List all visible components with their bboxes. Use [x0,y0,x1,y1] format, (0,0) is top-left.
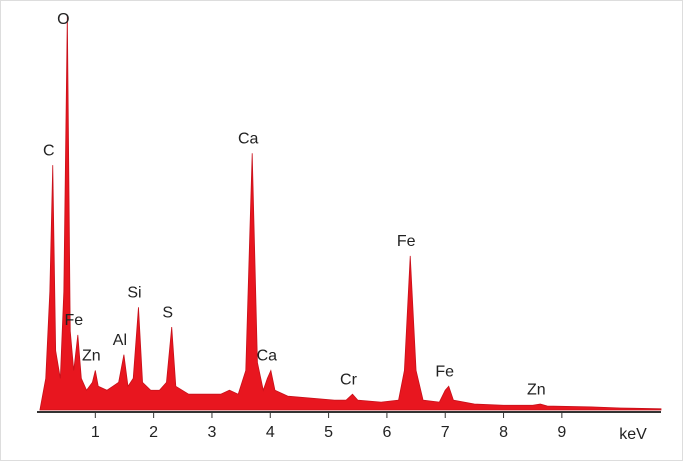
x-tick-label: 9 [557,424,566,441]
peak-label: Zn [82,348,101,365]
x-tick-label: 5 [324,424,333,441]
x-tick-label: 8 [499,424,508,441]
spectrum [39,14,662,411]
x-tick-label: 2 [149,424,158,441]
peak-label: O [57,11,69,28]
x-tick-label: 6 [382,424,391,441]
peak-label: Fe [397,233,416,250]
peak-label: Zn [527,381,546,398]
x-tick-label: 7 [441,424,450,441]
x-tick-label: 1 [91,424,100,441]
peak-label: Ca [238,130,259,147]
peak-label: Al [113,332,127,349]
peak-label: Ca [257,348,278,365]
x-tick-label: 3 [208,424,217,441]
x-tick-label: 4 [266,424,275,441]
peak-label: S [162,304,173,321]
peak-label: Si [127,285,141,302]
peak-label: Cr [340,371,358,388]
peak-label: Fe [64,312,83,329]
peak-label: C [43,142,55,159]
peak-label: Fe [435,364,454,381]
x-axis-label: keV [619,426,647,443]
